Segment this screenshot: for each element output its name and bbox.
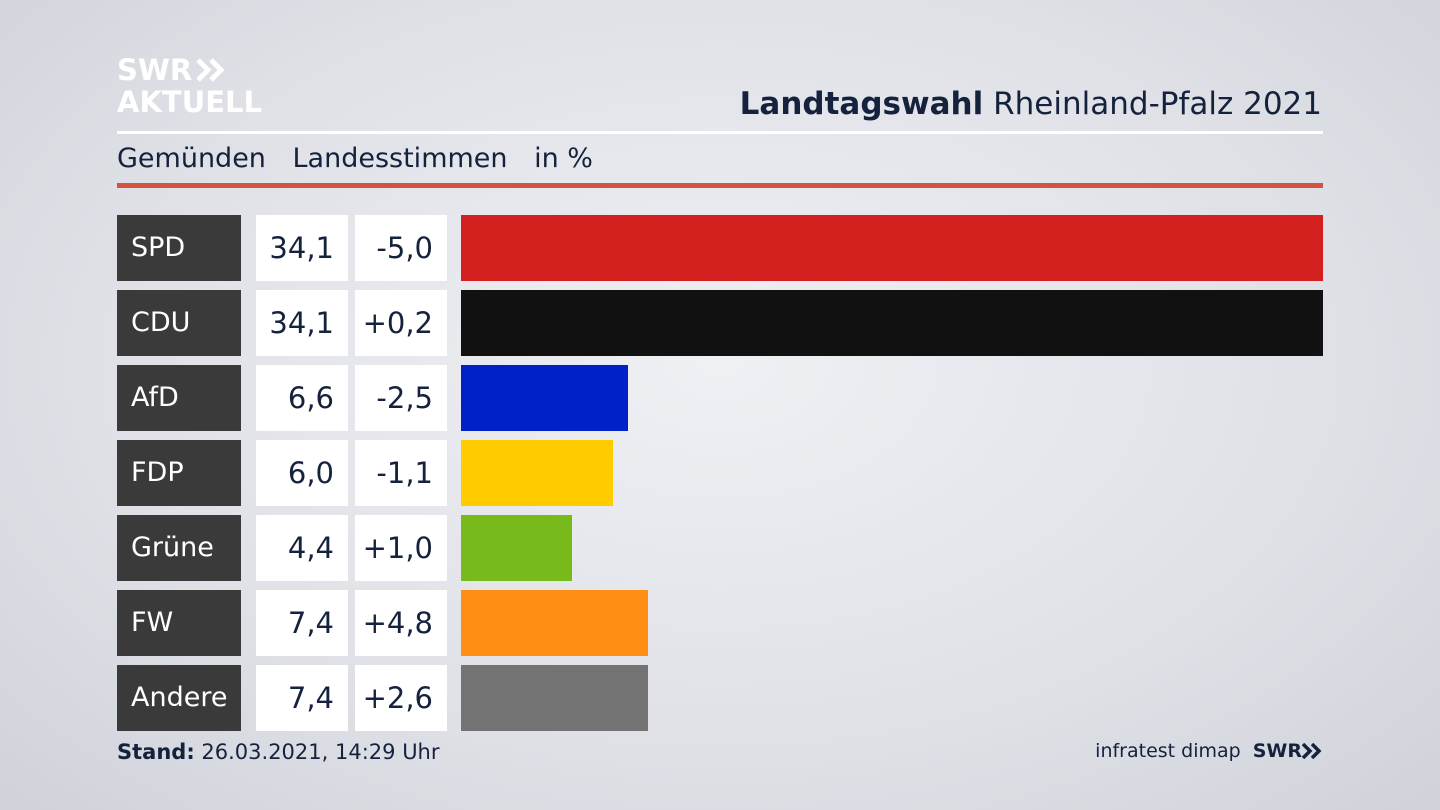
result-bar [461, 665, 648, 731]
chart-title: Landtagswahl Rheinland-Pfalz 2021 [740, 86, 1322, 122]
change-label: +2,6 [355, 665, 447, 731]
change-label: +0,2 [355, 290, 447, 356]
vote-share-label: 6,6 [256, 365, 348, 431]
result-bar [461, 440, 613, 506]
change-label: -5,0 [355, 215, 447, 281]
title-rest: Rheinland-Pfalz 2021 [993, 86, 1322, 122]
subtitle-divider [117, 183, 1323, 188]
swr-aktuell-logo: SWR AKTUELL [117, 54, 262, 118]
source-text: infratest dimap [1095, 740, 1241, 762]
source-credit: infratest dimap SWR [1095, 740, 1322, 762]
stand-value: 26.03.2021, 14:29 Uhr [201, 740, 440, 764]
party-label: SPD [117, 215, 241, 281]
change-label: -1,1 [355, 440, 447, 506]
result-bar [461, 215, 1323, 281]
change-label: -2,5 [355, 365, 447, 431]
party-label: FDP [117, 440, 241, 506]
result-bar [461, 590, 648, 656]
vote-share-label: 6,0 [256, 440, 348, 506]
result-bar [461, 365, 628, 431]
double-chevron-icon [196, 58, 225, 82]
change-label: +4,8 [355, 590, 447, 656]
subtitle-type: Landesstimmen [292, 143, 508, 174]
subtitle-unit: in % [534, 143, 593, 174]
vote-share-label: 7,4 [256, 590, 348, 656]
vote-share-label: 34,1 [256, 215, 348, 281]
footer-swr-text: SWR [1252, 740, 1302, 762]
party-label: FW [117, 590, 241, 656]
party-label: AfD [117, 365, 241, 431]
result-bar [461, 515, 572, 581]
result-bar [461, 290, 1323, 356]
vote-share-label: 7,4 [256, 665, 348, 731]
change-label: +1,0 [355, 515, 447, 581]
vote-share-label: 34,1 [256, 290, 348, 356]
party-label: CDU [117, 290, 241, 356]
logo-aktuell-text: AKTUELL [117, 85, 263, 119]
party-label: Andere [117, 665, 241, 731]
vote-share-label: 4,4 [256, 515, 348, 581]
footer-swr-logo: SWR [1253, 740, 1322, 762]
timestamp: Stand: 26.03.2021, 14:29 Uhr [117, 740, 440, 764]
subtitle-place: Gemünden [117, 143, 266, 174]
logo-swr-text: SWR [117, 53, 193, 87]
stand-label: Stand: [117, 740, 195, 764]
double-chevron-icon [1302, 743, 1322, 759]
title-bold: Landtagswahl [739, 86, 984, 122]
header-divider [117, 131, 1323, 134]
party-label: Grüne [117, 515, 241, 581]
chart-subtitle: Gemünden Landesstimmen in % [117, 143, 611, 174]
